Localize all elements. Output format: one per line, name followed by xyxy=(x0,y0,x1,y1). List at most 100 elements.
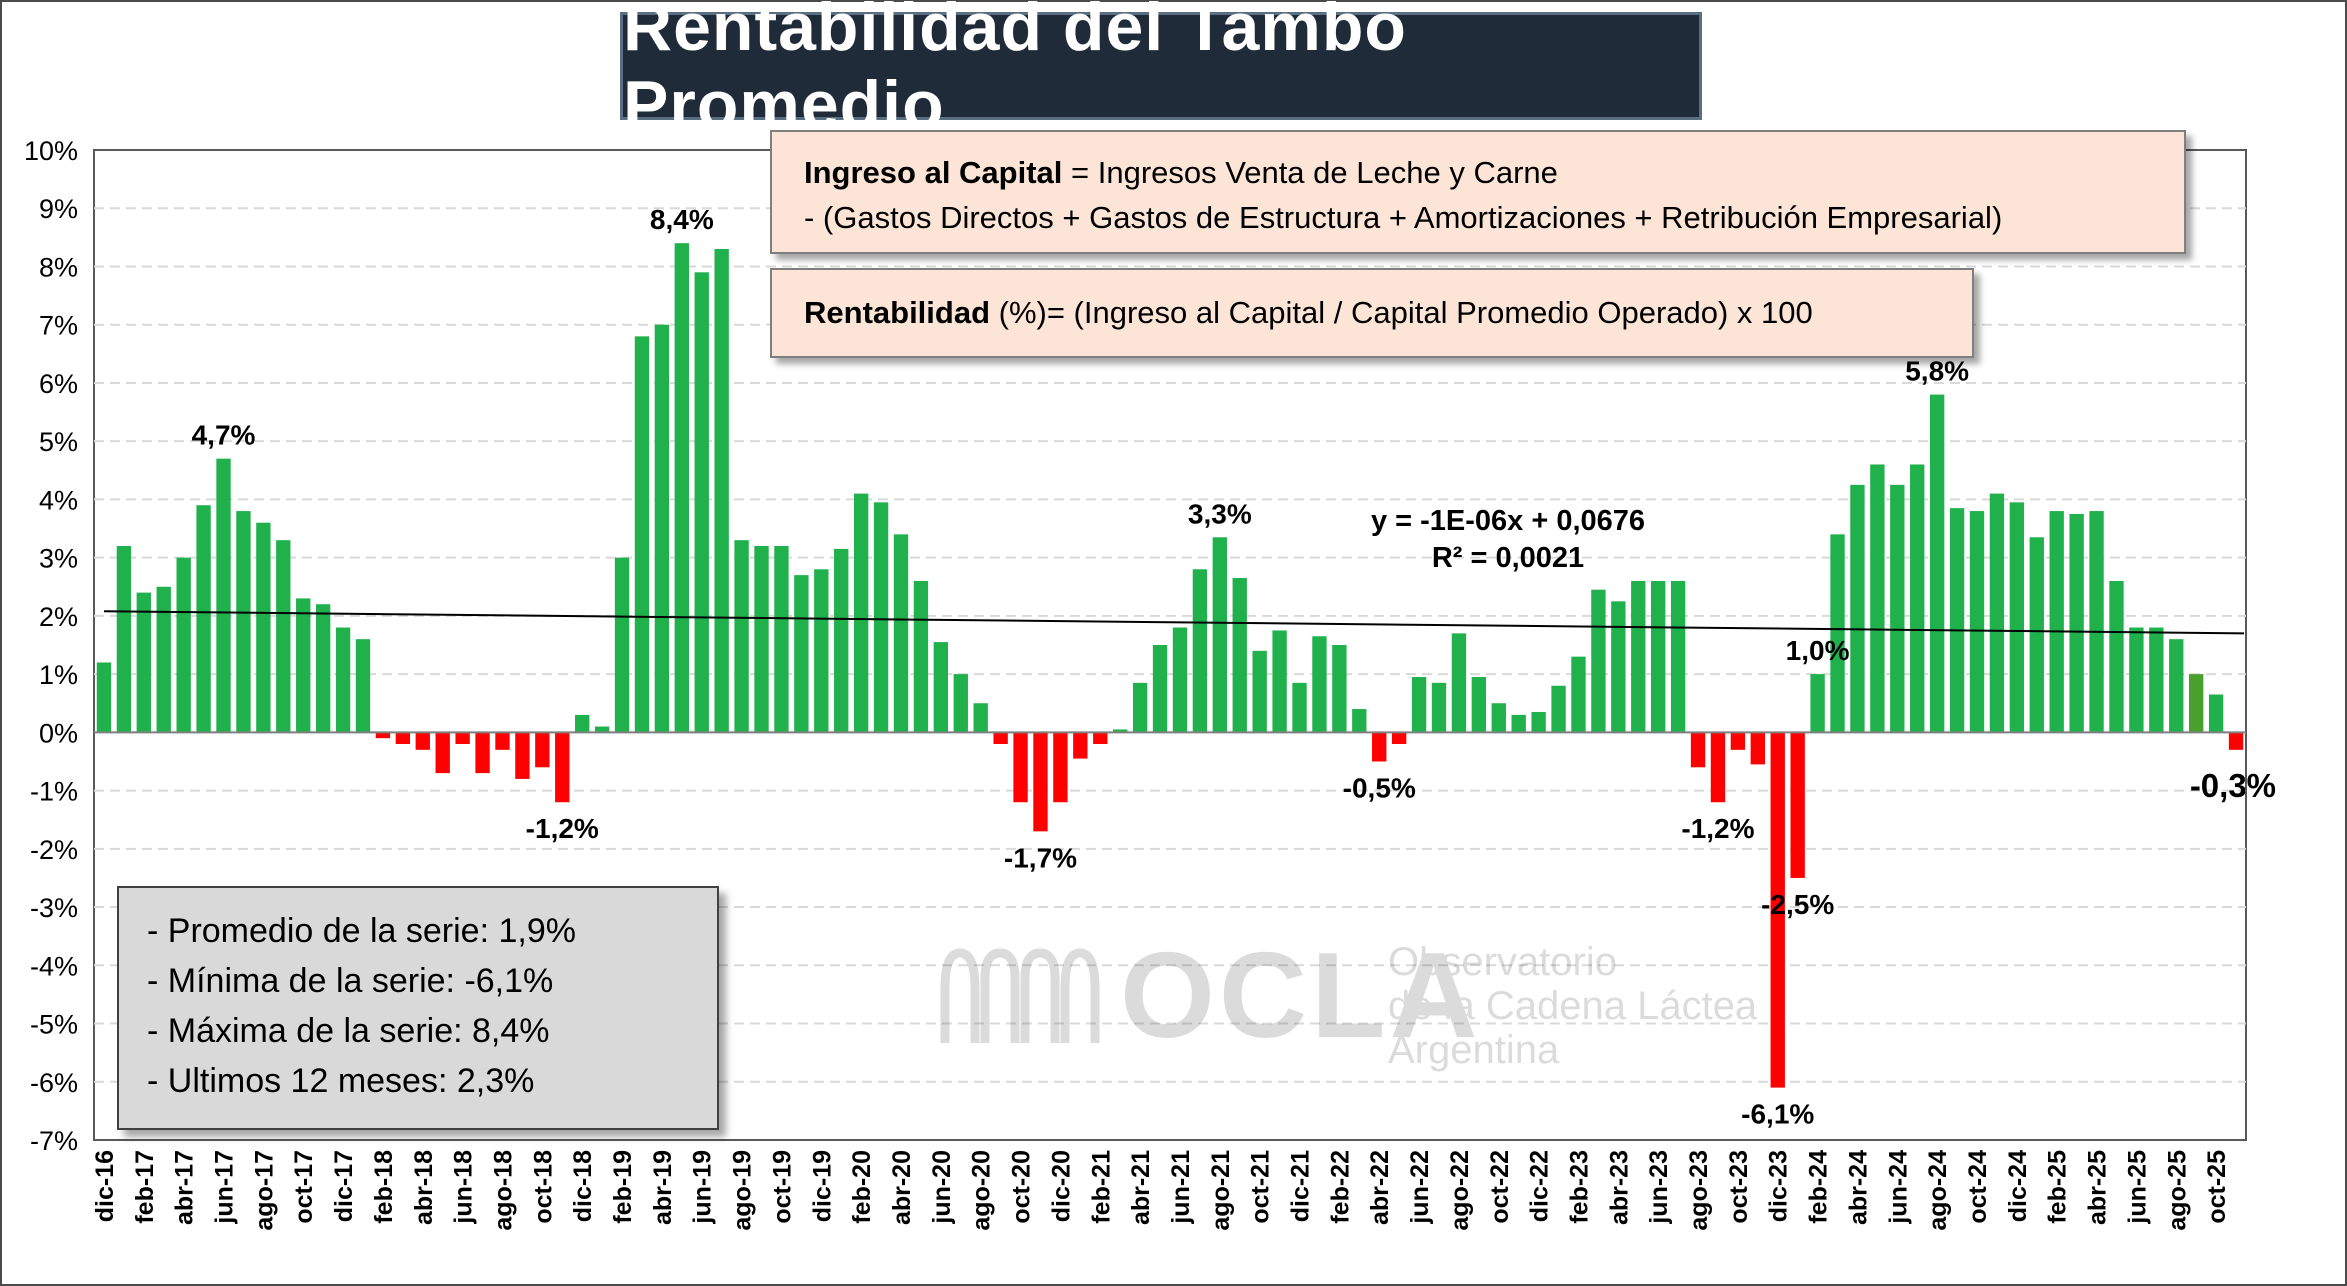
formula-rentabilidad-label: Rentabilidad xyxy=(804,295,991,330)
x-tick-label: ago-19 xyxy=(729,1150,757,1231)
x-tick-label: abr-17 xyxy=(171,1150,199,1225)
bar-ago-21 xyxy=(1212,537,1227,733)
bar-ene-24 xyxy=(1790,732,1805,878)
bar-feb-24 xyxy=(1810,674,1825,733)
logo-wave-icon xyxy=(940,948,1100,1043)
bar-may-21 xyxy=(1152,645,1168,733)
x-tick-label: ago-20 xyxy=(968,1150,996,1231)
bar-jun-18 xyxy=(455,732,470,744)
x-tick-label: ago-24 xyxy=(1924,1150,1952,1231)
bar-may-18 xyxy=(435,732,450,774)
formula-rentabilidad-text: (%)= (Ingreso al Capital / Capital Prome… xyxy=(990,295,1813,330)
bar-feb-17 xyxy=(136,592,151,733)
y-tick-label: -3% xyxy=(30,893,78,923)
x-tick-label: abr-20 xyxy=(888,1150,916,1225)
y-tick-label: 9% xyxy=(39,194,78,224)
x-tick-label: abr-18 xyxy=(410,1150,438,1225)
data-label: 3,3% xyxy=(1188,498,1252,529)
bar-feb-22 xyxy=(1332,645,1347,733)
logo-line-1: Observatorio xyxy=(1388,940,1617,984)
x-tick-label: dic-23 xyxy=(1765,1150,1793,1222)
bar-ene-17 xyxy=(116,546,132,733)
y-tick-label: 7% xyxy=(39,311,78,341)
bar-dic-23 xyxy=(1770,732,1785,1088)
bar-sep-22 xyxy=(1471,677,1487,733)
bar-jul-18 xyxy=(475,732,490,774)
bar-oct-23 xyxy=(1730,732,1746,750)
x-tick-label: feb-25 xyxy=(2044,1150,2072,1224)
x-tick-label: ago-18 xyxy=(489,1150,517,1231)
bar-nov-23 xyxy=(1750,732,1765,765)
formula-ingreso-text: = Ingresos Venta de Leche y Carne xyxy=(1062,155,1558,190)
x-tick-label: oct-17 xyxy=(290,1150,318,1224)
stat-maxima: - Máxima de la serie: 8,4% xyxy=(147,1012,550,1050)
bar-mar-17 xyxy=(156,586,171,733)
y-tick-label: -5% xyxy=(30,1010,78,1040)
trendline-equation: y = -1E-06x + 0,0676 xyxy=(1371,505,1645,537)
bar-ene-19 xyxy=(594,726,610,733)
bar-mar-18 xyxy=(395,732,411,744)
data-label: -0,3% xyxy=(2190,767,2276,804)
bar-abr-20 xyxy=(893,534,909,733)
x-tick-label: jun-25 xyxy=(2123,1150,2151,1225)
bar-dic-18 xyxy=(575,714,590,733)
bar-oct-25 xyxy=(2208,694,2224,733)
bar-mar-19 xyxy=(634,336,650,733)
x-tick-label: feb-21 xyxy=(1087,1150,1115,1224)
bar-jul-25 xyxy=(2149,627,2164,733)
bar-nov-24 xyxy=(1989,493,2005,733)
logo-wordmark: OCLA xyxy=(1120,927,1482,1063)
bar-jun-21 xyxy=(1172,627,1188,733)
bar-oct-24 xyxy=(1969,511,1985,733)
bar-jul-20 xyxy=(953,674,968,733)
bar-jun-24 xyxy=(1890,484,1905,733)
stat-minima: - Mínima de la serie: -6,1% xyxy=(147,962,554,1000)
bar-jun-22 xyxy=(1411,677,1427,733)
y-axis-tick-labels: 10% 9% 8% 7% 6% 5% 4% 3% 2% 1% 0% -1% -2% -3% -4% -5% -6… xyxy=(24,136,78,1156)
data-label: -6,1% xyxy=(1741,1099,1814,1130)
bar-jul-22 xyxy=(1431,682,1447,733)
bar-oct-18 xyxy=(535,732,550,768)
bar-jun-25 xyxy=(2129,627,2144,733)
x-tick-label: oct-20 xyxy=(1008,1150,1036,1224)
y-tick-label: -4% xyxy=(30,951,78,981)
bar-feb-21 xyxy=(1093,732,1108,744)
bar-mar-20 xyxy=(873,502,889,733)
bar-sep-17 xyxy=(276,540,291,733)
bar-feb-23 xyxy=(1571,656,1586,733)
data-labels: 4,7% -1,2% 8,4% -1,7% 3,3% -0,5% -1,2% -6,1% -2,… xyxy=(192,204,2276,1129)
bar-abr-19 xyxy=(654,324,670,733)
bar-ene-21 xyxy=(1073,732,1088,759)
bar-dic-21 xyxy=(1292,682,1307,733)
x-tick-label: abr-21 xyxy=(1127,1150,1155,1225)
bar-ago-17 xyxy=(256,522,271,733)
bar-ago-19 xyxy=(734,540,749,733)
x-tick-label: dic-20 xyxy=(1047,1150,1075,1222)
bar-sep-24 xyxy=(1949,508,1965,733)
bar-abr-21 xyxy=(1132,682,1148,733)
bar-ago-22 xyxy=(1451,633,1467,733)
bar-mar-21 xyxy=(1113,729,1128,733)
stat-ultimos: - Ultimos 12 meses: 2,3% xyxy=(147,1062,535,1100)
bar-jul-23 xyxy=(1670,580,1686,733)
bar-sep-23 xyxy=(1710,732,1726,803)
x-axis-tick-labels: dic-16 feb-17 abr-17 jun-17 ago-17 oct-17 dic-… xyxy=(91,1150,2231,1231)
x-tick-label: abr-25 xyxy=(2084,1150,2112,1225)
bar-may-17 xyxy=(196,505,211,733)
x-tick-label: dic-18 xyxy=(569,1150,597,1222)
bar-dic-19 xyxy=(814,569,829,733)
bar-feb-18 xyxy=(375,732,391,739)
bar-jul-24 xyxy=(1910,464,1925,733)
bar-jul-19 xyxy=(714,249,729,733)
x-tick-label: dic-21 xyxy=(1287,1150,1315,1222)
bar-may-25 xyxy=(2109,580,2124,733)
bar-may-20 xyxy=(913,580,929,733)
bar-mar-24 xyxy=(1830,534,1845,733)
x-tick-label: ago-23 xyxy=(1685,1150,1713,1231)
bar-abr-17 xyxy=(176,557,191,733)
logo-line-2: de la Cadena Láctea xyxy=(1388,984,1758,1028)
bar-sep-25 xyxy=(2189,674,2204,733)
bar-ene-23 xyxy=(1551,685,1566,733)
trendline xyxy=(103,610,2245,635)
x-tick-label: abr-24 xyxy=(1844,1150,1872,1225)
